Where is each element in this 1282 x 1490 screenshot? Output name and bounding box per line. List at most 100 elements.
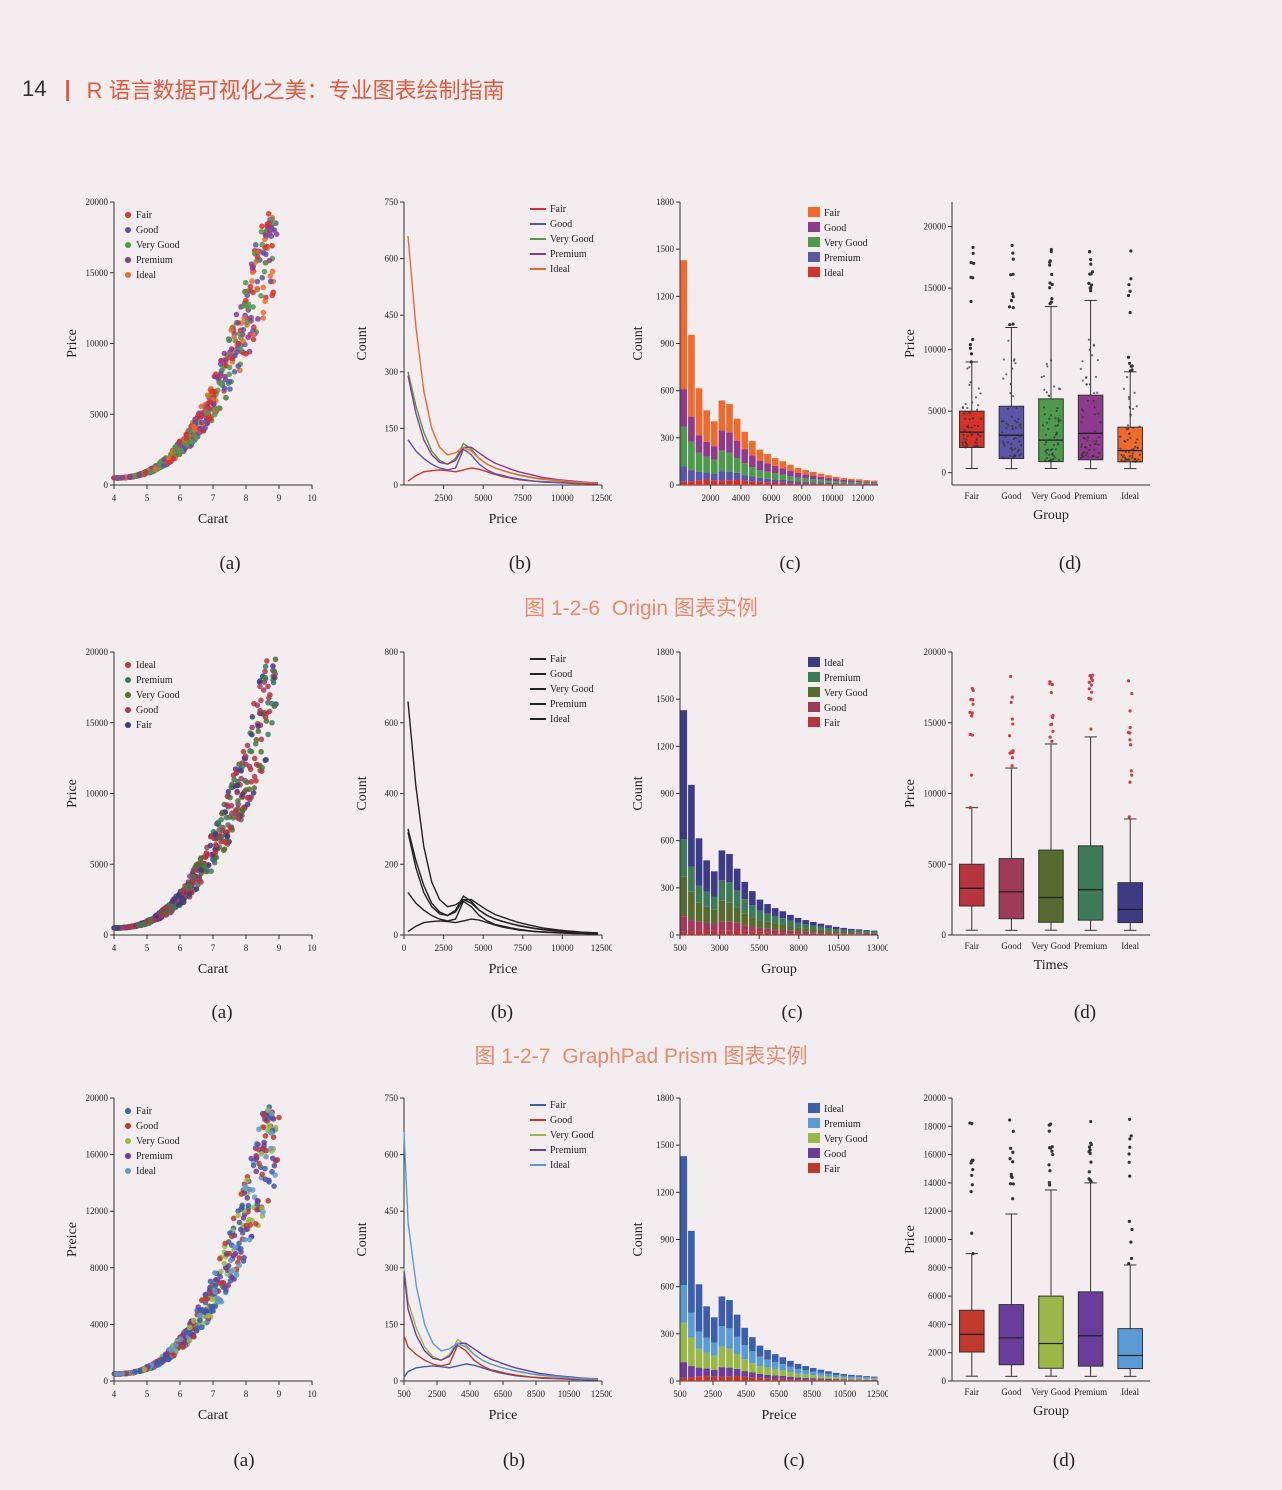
legend-marker — [125, 272, 131, 278]
y-axis-label: Price — [65, 779, 80, 808]
box-jitter-point — [1092, 343, 1096, 346]
x-tick-label: 6500 — [494, 1389, 513, 1399]
histogram-bar — [832, 931, 840, 934]
scatter-point — [161, 462, 167, 469]
y-axis-label: Price — [903, 779, 918, 808]
box-outlier — [1050, 739, 1054, 743]
legend-marker — [808, 222, 820, 232]
histogram-bar — [817, 479, 825, 483]
box-jitter-point — [1003, 444, 1006, 447]
box-outlier — [1089, 289, 1093, 293]
histogram-bar — [718, 900, 726, 922]
box-jitter-point — [1094, 375, 1098, 379]
box-outlier — [968, 1121, 972, 1125]
scatter-point — [204, 1295, 211, 1302]
histogram-bar — [741, 1376, 749, 1381]
box-jitter-point — [1054, 424, 1057, 427]
box-jitter-point — [1012, 437, 1016, 441]
histogram-bar — [733, 868, 741, 891]
scatter-point — [262, 668, 268, 675]
histogram-bar — [802, 474, 809, 479]
histogram-bar — [802, 1379, 809, 1381]
histogram-bar — [749, 926, 756, 932]
scatter-point — [178, 895, 185, 901]
box-jitter-point — [1001, 431, 1004, 434]
histogram-bar — [779, 932, 787, 935]
box-jitter-point — [969, 381, 972, 384]
histogram-bar — [870, 480, 878, 482]
box-outlier — [1130, 773, 1134, 777]
box-jitter-point — [964, 441, 967, 445]
histogram-bar — [695, 885, 703, 903]
scatter-point — [172, 448, 179, 454]
box-jitter-point — [964, 417, 967, 420]
histogram-bar — [680, 1322, 688, 1363]
histogram-bar — [802, 1366, 809, 1371]
x-axis-label: Group — [761, 962, 797, 977]
box-outlier — [1050, 282, 1054, 287]
scatter-point — [126, 474, 133, 480]
scatter-point — [227, 1257, 234, 1264]
box-jitter-point — [1127, 451, 1131, 454]
scatter-point — [235, 1212, 241, 1219]
box-jitter-point — [1048, 453, 1051, 456]
box-jitter-point — [1131, 407, 1134, 411]
legend-label: Fair — [550, 654, 567, 665]
legend-label: Ideal — [550, 1160, 570, 1171]
scatter-point — [240, 338, 246, 344]
histogram-bar — [771, 1354, 779, 1362]
box-outlier — [1127, 815, 1131, 819]
histogram-bar — [787, 914, 794, 921]
histogram-bar — [764, 1359, 771, 1368]
scatter-point — [262, 232, 269, 238]
box-body — [998, 858, 1025, 920]
scatter-point — [218, 1268, 224, 1275]
histogram-bar — [710, 1355, 718, 1370]
scatter-point — [244, 801, 251, 808]
legend-marker — [125, 722, 131, 728]
histogram-bar — [688, 866, 695, 892]
box-jitter-point — [976, 424, 980, 428]
box-outlier — [1049, 300, 1053, 304]
scatter-point — [246, 348, 253, 355]
y-tick-label: 10000 — [924, 345, 947, 355]
histogram-bar — [802, 478, 809, 482]
box-outlier — [1011, 272, 1015, 276]
x-tick-label: Ideal — [1121, 491, 1139, 501]
histogram-bar — [733, 890, 741, 908]
box-outlier — [1088, 286, 1092, 290]
x-tick-label: 6 — [178, 493, 183, 503]
histogram-bar — [802, 1370, 809, 1375]
y-tick-label: 300 — [385, 367, 399, 377]
histogram-bar — [726, 432, 733, 453]
chart-r2b-density: 0 200 400 600 800 Count 0 2500 5000 7500 10000 1250… — [352, 640, 612, 995]
histogram-bar — [695, 1348, 703, 1368]
histogram-bar — [680, 931, 688, 935]
scatter-point — [259, 1171, 265, 1178]
box-outlier — [971, 1251, 975, 1256]
histogram-bar — [832, 934, 840, 935]
box-outlier — [1009, 298, 1014, 303]
histogram-bar — [809, 475, 817, 480]
histogram-bar — [741, 930, 749, 935]
legend-label: Very Good — [136, 240, 180, 251]
y-tick-label: 600 — [661, 1282, 675, 1292]
scatter-point — [269, 719, 275, 726]
box-jitter-point — [1092, 399, 1095, 403]
y-tick-label: 1200 — [656, 1187, 675, 1197]
histogram-bar — [688, 891, 695, 921]
box-outlier — [1011, 1182, 1015, 1186]
scatter-point — [249, 1187, 256, 1193]
histogram-bar — [688, 334, 695, 417]
scatter-point — [253, 761, 260, 768]
scatter-point — [246, 1216, 253, 1223]
box-outlier — [970, 1183, 974, 1187]
histogram-bar — [726, 1328, 733, 1349]
histogram-bar — [726, 854, 733, 883]
scatter-point — [233, 807, 239, 813]
histogram-bar — [840, 484, 848, 485]
histogram-bar — [809, 1379, 817, 1381]
scatter-point — [242, 279, 249, 286]
scatter-point — [271, 668, 278, 674]
histogram-bar — [848, 480, 855, 483]
